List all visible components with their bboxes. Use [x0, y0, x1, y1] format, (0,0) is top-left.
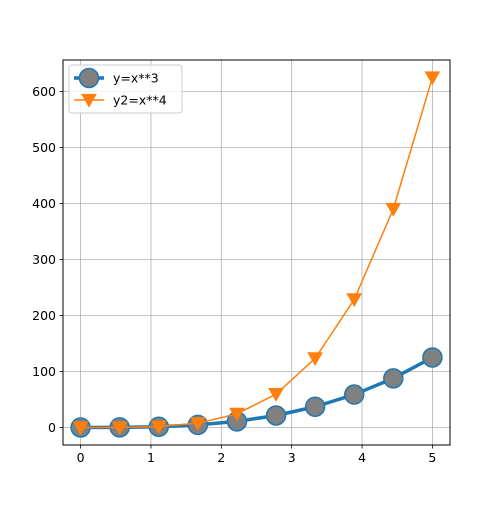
data-point-marker: [190, 417, 206, 431]
data-point-marker: [346, 293, 363, 308]
series-2: [72, 71, 441, 436]
x-tick-label: 1: [147, 450, 155, 465]
data-point-marker: [385, 202, 402, 217]
data-point-marker: [424, 71, 441, 86]
data-point-marker: [268, 388, 284, 402]
series-2-line: [80, 77, 434, 429]
data-point-marker: [307, 352, 323, 367]
y-tick-label: 100: [32, 364, 56, 379]
data-point-marker: [304, 396, 326, 418]
x-tick-label: 4: [358, 450, 366, 465]
legend-label: y=x**3: [113, 71, 159, 86]
x-tick-label: 0: [77, 450, 85, 465]
data-point-marker: [72, 421, 89, 436]
y-tick-label: 300: [32, 252, 56, 267]
axis-ticks: 0 1 2 3 4 5 0 100 200 300 400 500 600: [32, 84, 436, 465]
data-point-marker: [383, 368, 404, 389]
x-tick-label: 3: [288, 450, 296, 465]
data-point-marker: [150, 420, 167, 435]
series-1: [70, 347, 443, 438]
data-point-marker: [343, 384, 365, 405]
series-1-line: [80, 355, 434, 430]
x-tick-label: 5: [428, 450, 436, 465]
grid: [63, 60, 450, 445]
legend-marker: [81, 93, 97, 108]
legend-marker: [78, 67, 100, 89]
plot-area: [70, 71, 443, 438]
y-tick-label: 200: [32, 308, 56, 323]
legend-label: y2=x**4: [113, 93, 167, 108]
data-point-marker: [111, 421, 128, 436]
y-tick-label: 500: [32, 140, 56, 155]
data-point-marker: [229, 407, 245, 422]
y-tick-label: 400: [32, 196, 56, 211]
y-tick-label: 0: [48, 420, 56, 435]
axes-frame: [62, 59, 451, 446]
legend: y=x**3 y2=x**4: [68, 64, 183, 114]
x-tick-label: 2: [217, 450, 225, 465]
data-point-marker: [422, 347, 443, 368]
y-tick-label: 600: [32, 84, 56, 99]
data-point-marker: [265, 405, 287, 426]
